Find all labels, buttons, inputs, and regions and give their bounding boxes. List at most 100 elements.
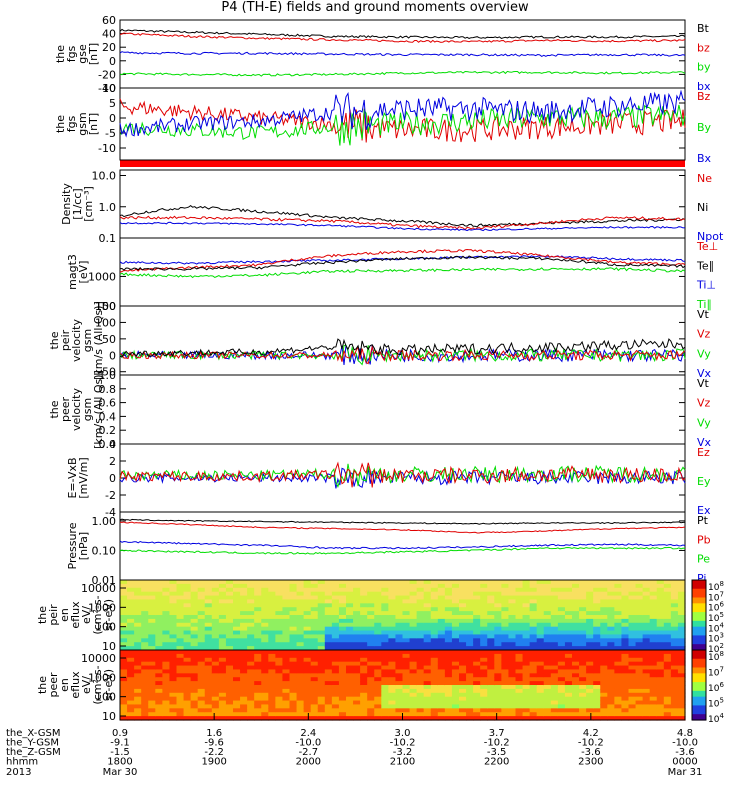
spectrogram-cell	[176, 603, 185, 608]
spectrogram-cell	[169, 646, 178, 651]
spectrogram-cell	[134, 669, 142, 674]
spectrogram-cell	[586, 611, 594, 616]
spectrogram-cell	[494, 677, 502, 682]
spectrogram-cell	[423, 603, 432, 608]
spectrogram-cell	[261, 708, 269, 713]
spectrogram-cell	[317, 716, 326, 721]
spectrogram-cell	[437, 611, 446, 616]
colorbar-cell	[692, 609, 706, 613]
spectrogram-cell	[572, 696, 580, 702]
spectrogram-cell	[331, 688, 340, 694]
spectrogram-cell	[663, 595, 672, 601]
spectrogram-cell	[564, 700, 573, 706]
spectrogram-cell	[487, 591, 495, 597]
spectrogram-cell	[268, 700, 276, 706]
spectrogram-cell	[607, 595, 615, 601]
spectrogram-cell	[409, 650, 418, 655]
spectrogram-cell	[480, 622, 488, 628]
spectrogram-cell	[466, 653, 474, 659]
spectrogram-cell	[550, 595, 559, 601]
y-tick-label: -4	[105, 506, 116, 519]
spectrogram-cell	[444, 630, 453, 636]
colorbar-cell	[692, 623, 706, 628]
spectrogram-cell	[254, 626, 262, 632]
y-tick-label: 10.0	[92, 170, 117, 183]
spectrogram-cell	[254, 688, 262, 694]
colorbar-cell	[692, 676, 706, 680]
spectrogram-cell	[233, 696, 241, 702]
spectrogram-cell	[211, 626, 220, 632]
spectrogram-cell	[155, 583, 163, 589]
spectrogram-cell	[289, 716, 298, 721]
spectrogram-cell	[310, 692, 319, 698]
colorbar-cell	[692, 635, 706, 639]
spectrogram-cell	[211, 704, 220, 709]
spectrogram-cell	[402, 607, 411, 612]
spectrogram-cell	[550, 704, 559, 709]
spectrogram-cell	[197, 634, 206, 639]
spectrogram-cell	[628, 708, 637, 713]
spectrogram-cell	[430, 657, 439, 663]
spectrogram-cell	[579, 716, 587, 721]
spectrogram-cell	[515, 626, 524, 632]
spectrogram-cell	[331, 595, 340, 601]
spectrogram-cell	[423, 607, 432, 612]
spectrogram-cell	[247, 591, 255, 597]
spectrogram-cell	[642, 591, 651, 597]
spectrogram-cell	[656, 607, 665, 612]
spectrogram-cell	[268, 704, 276, 709]
spectrogram-cell	[437, 712, 446, 717]
spectrogram-cell	[169, 673, 178, 678]
y-tick-label: 60	[102, 14, 116, 27]
spectrogram-cell	[564, 661, 573, 667]
spectrogram-cell	[677, 716, 686, 721]
spectrogram-cell	[501, 626, 510, 632]
spectrogram-cell	[642, 642, 651, 647]
spectrogram-cell	[501, 611, 510, 616]
spectrogram-cell	[360, 681, 368, 686]
spectrogram-cell	[155, 591, 163, 597]
spectrogram-cell	[444, 700, 453, 706]
spectrogram-cell	[148, 681, 156, 686]
spectrogram-cell	[480, 618, 488, 624]
spectrogram-cell	[515, 685, 524, 690]
spectrogram-cell	[282, 634, 291, 639]
spectrogram-cell	[183, 591, 192, 597]
spectrogram-cell	[423, 615, 432, 620]
spectrogram-cell	[169, 653, 178, 659]
spectrogram-cell	[550, 599, 559, 604]
spectrogram-cell	[402, 673, 411, 678]
spectrogram-cell	[381, 704, 389, 709]
spectrogram-cell	[190, 704, 199, 709]
spectrogram-cell	[536, 587, 545, 593]
spectrogram-cell	[494, 657, 502, 663]
spectrogram-cell	[459, 618, 467, 624]
spectrogram-cell	[550, 669, 559, 674]
spectrogram-cell	[614, 681, 623, 686]
spectrogram-cell	[402, 583, 411, 589]
spectrogram-cell	[317, 650, 326, 655]
spectrogram-cell	[324, 595, 333, 601]
spectrogram-cell	[409, 595, 418, 601]
spectrogram-cell	[451, 634, 460, 639]
spectrogram-cell	[127, 692, 135, 698]
spectrogram-cell	[225, 615, 234, 620]
spectrogram-cell	[572, 615, 580, 620]
spectrogram-cell	[338, 611, 347, 616]
spectrogram-cell	[607, 618, 615, 624]
legend-entry: Vx	[697, 367, 712, 380]
spectrogram-cell	[522, 677, 531, 682]
spectrogram-cell	[459, 626, 467, 632]
spectrogram-cell	[317, 692, 326, 698]
spectrogram-cell	[586, 580, 594, 585]
spectrogram-cell	[593, 696, 601, 702]
spectrogram-cell	[487, 626, 495, 632]
spectrogram-cell	[282, 603, 291, 608]
spectrogram-cell	[557, 669, 566, 674]
spectrogram-cell	[501, 618, 510, 624]
spectrogram-cell	[360, 665, 368, 671]
spectrogram-cell	[550, 700, 559, 706]
x-axis-value: -2.2	[204, 747, 224, 758]
spectrogram-cell	[579, 669, 587, 674]
spectrogram-cell	[374, 685, 382, 690]
